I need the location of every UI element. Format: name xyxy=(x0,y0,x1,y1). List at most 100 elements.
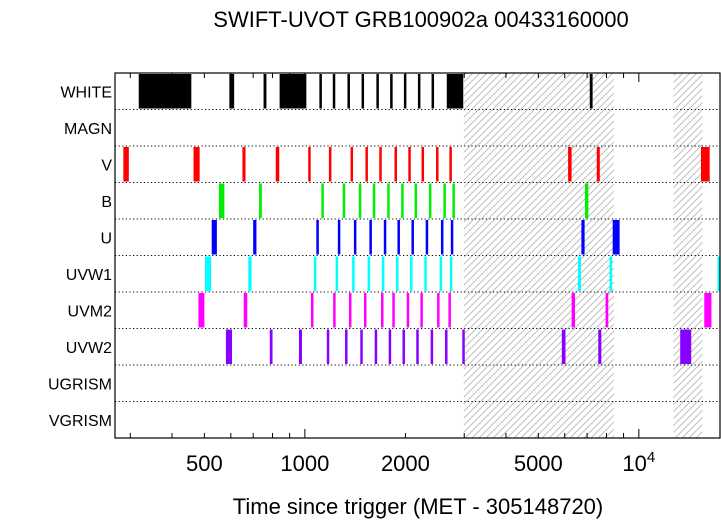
exposure-bar-b-7 xyxy=(387,183,390,218)
exposure-bar-white-1 xyxy=(138,74,192,109)
exposure-bar-u-4 xyxy=(337,220,341,255)
exposure-bar-uvm2-3 xyxy=(310,293,314,328)
exposure-bar-white-2 xyxy=(229,74,235,109)
exposure-bar-white-5 xyxy=(319,74,322,109)
exposure-bar-uvw1-3 xyxy=(313,256,317,291)
exposure-bar-v-1 xyxy=(123,147,129,182)
x-tick-label-4: 5000 xyxy=(514,451,563,476)
exposure-bar-uvm2-2 xyxy=(243,293,248,328)
exposure-bar-uvm2-12 xyxy=(448,293,451,328)
exposure-bar-u-11 xyxy=(440,220,444,255)
exposure-bar-v-16 xyxy=(596,147,600,182)
exposure-bar-v-12 xyxy=(421,147,425,182)
exposure-bar-b-12 xyxy=(452,183,455,218)
exposure-bar-uvm2-6 xyxy=(363,293,367,328)
exposure-bar-b-9 xyxy=(414,183,418,218)
exposure-bar-b-3 xyxy=(321,183,324,218)
exposure-bar-uvw1-11 xyxy=(439,256,443,291)
exposure-bar-v-6 xyxy=(328,147,332,182)
exposure-bar-u-12 xyxy=(450,220,454,255)
exposure-bar-u-6 xyxy=(369,220,372,255)
exposure-bar-u-5 xyxy=(353,220,357,255)
exposure-bar-uvw2-15 xyxy=(598,329,602,364)
exposure-bar-white-13 xyxy=(431,74,435,109)
row-label-vgrism: VGRISM xyxy=(49,413,112,430)
exposure-bar-white-6 xyxy=(332,74,336,109)
plot-frame xyxy=(114,72,721,439)
row-label-u: U xyxy=(100,230,112,247)
exposure-bar-b-5 xyxy=(358,183,362,218)
exposure-bar-v-4 xyxy=(275,147,280,182)
exposure-bar-v-10 xyxy=(394,147,398,182)
exposure-bar-b-8 xyxy=(401,183,404,218)
exposure-bar-uvw2-4 xyxy=(326,329,330,364)
exposure-bar-v-8 xyxy=(365,147,368,182)
exposure-bar-uvw2-12 xyxy=(445,329,448,364)
exposure-bar-uvm2-8 xyxy=(392,293,395,328)
exposure-bar-uvw1-8 xyxy=(395,256,399,291)
chart-title: SWIFT-UVOT GRB100902a 00433160000 xyxy=(213,7,628,32)
exposure-bar-u-14 xyxy=(612,220,620,255)
exposure-bar-uvm2-5 xyxy=(348,293,352,328)
exposure-bar-u-8 xyxy=(397,220,400,255)
row-label-uvw2: UVW2 xyxy=(66,340,112,357)
row-label-b: B xyxy=(101,194,112,211)
exposure-bars xyxy=(123,74,720,364)
exposure-bar-uvw2-13 xyxy=(462,329,465,364)
exposure-bar-b-2 xyxy=(259,183,262,218)
exposure-bar-uvw2-11 xyxy=(430,329,434,364)
exposure-bar-uvw1-4 xyxy=(335,256,339,291)
exposure-bar-b-13 xyxy=(585,183,589,218)
exposure-bar-uvm2-4 xyxy=(333,293,336,328)
row-separators xyxy=(115,109,720,402)
exposure-bar-uvm2-13 xyxy=(571,293,576,328)
exposure-bar-u-2 xyxy=(253,220,257,255)
gap-region-1 xyxy=(463,73,614,438)
exposure-bar-u-9 xyxy=(411,220,414,255)
x-axis-label: Time since trigger (MET - 305148720) xyxy=(233,494,604,519)
exposure-bar-u-3 xyxy=(316,220,319,255)
exposure-bar-uvw1-6 xyxy=(367,256,371,291)
exposure-bar-white-9 xyxy=(376,74,379,109)
exposure-bar-v-7 xyxy=(350,147,354,182)
exposure-bar-white-7 xyxy=(347,74,350,109)
exposure-bar-uvm2-15 xyxy=(704,293,712,328)
exposure-bar-uvw2-16 xyxy=(680,329,692,364)
exposure-bar-white-8 xyxy=(361,74,365,109)
exposure-bar-b-1 xyxy=(218,183,225,218)
exposure-bar-b-11 xyxy=(443,183,446,218)
exposure-bar-white-15 xyxy=(589,74,593,109)
exposure-bar-uvm2-14 xyxy=(605,293,609,328)
exposure-bar-v-9 xyxy=(379,147,382,182)
exposure-bar-uvw1-9 xyxy=(410,256,413,291)
exposure-bar-u-13 xyxy=(581,220,585,255)
exposure-bar-v-2 xyxy=(193,147,200,182)
exposure-bar-uvw2-5 xyxy=(345,329,348,364)
exposure-bar-uvw2-7 xyxy=(374,329,378,364)
exposure-bar-uvw1-14 xyxy=(609,256,613,291)
exposure-bar-uvm2-10 xyxy=(420,293,423,328)
x-axis-ticks: 500 1000 2000 5000 104 xyxy=(129,73,655,476)
exposure-bar-white-12 xyxy=(417,74,421,109)
exposure-bar-uvw1-2 xyxy=(248,256,252,291)
exposure-bar-uvw1-1 xyxy=(204,256,212,291)
x-tick-label-5: 104 xyxy=(622,449,655,476)
exposure-bar-uvw2-10 xyxy=(416,329,419,364)
exposure-bar-uvw2-8 xyxy=(388,329,392,364)
exposure-bar-v-11 xyxy=(408,147,411,182)
exposure-bar-white-4 xyxy=(279,74,307,109)
exposure-bar-uvw1-13 xyxy=(577,256,581,291)
exposure-bar-uvw2-1 xyxy=(225,329,233,364)
x-tick-label-2: 1000 xyxy=(280,451,329,476)
exposure-bar-uvw2-14 xyxy=(561,329,566,364)
exposure-bar-uvw2-2 xyxy=(269,329,273,364)
exposure-bar-u-10 xyxy=(425,220,429,255)
exposure-bar-uvm2-9 xyxy=(406,293,410,328)
exposure-bar-u-7 xyxy=(383,220,387,255)
x-tick-label-3: 2000 xyxy=(381,451,430,476)
exposure-bar-v-13 xyxy=(436,147,439,182)
exposure-bar-uvm2-7 xyxy=(380,293,384,328)
exposure-bar-uvw1-12 xyxy=(449,256,453,291)
exposure-bar-uvw1-5 xyxy=(352,256,355,291)
